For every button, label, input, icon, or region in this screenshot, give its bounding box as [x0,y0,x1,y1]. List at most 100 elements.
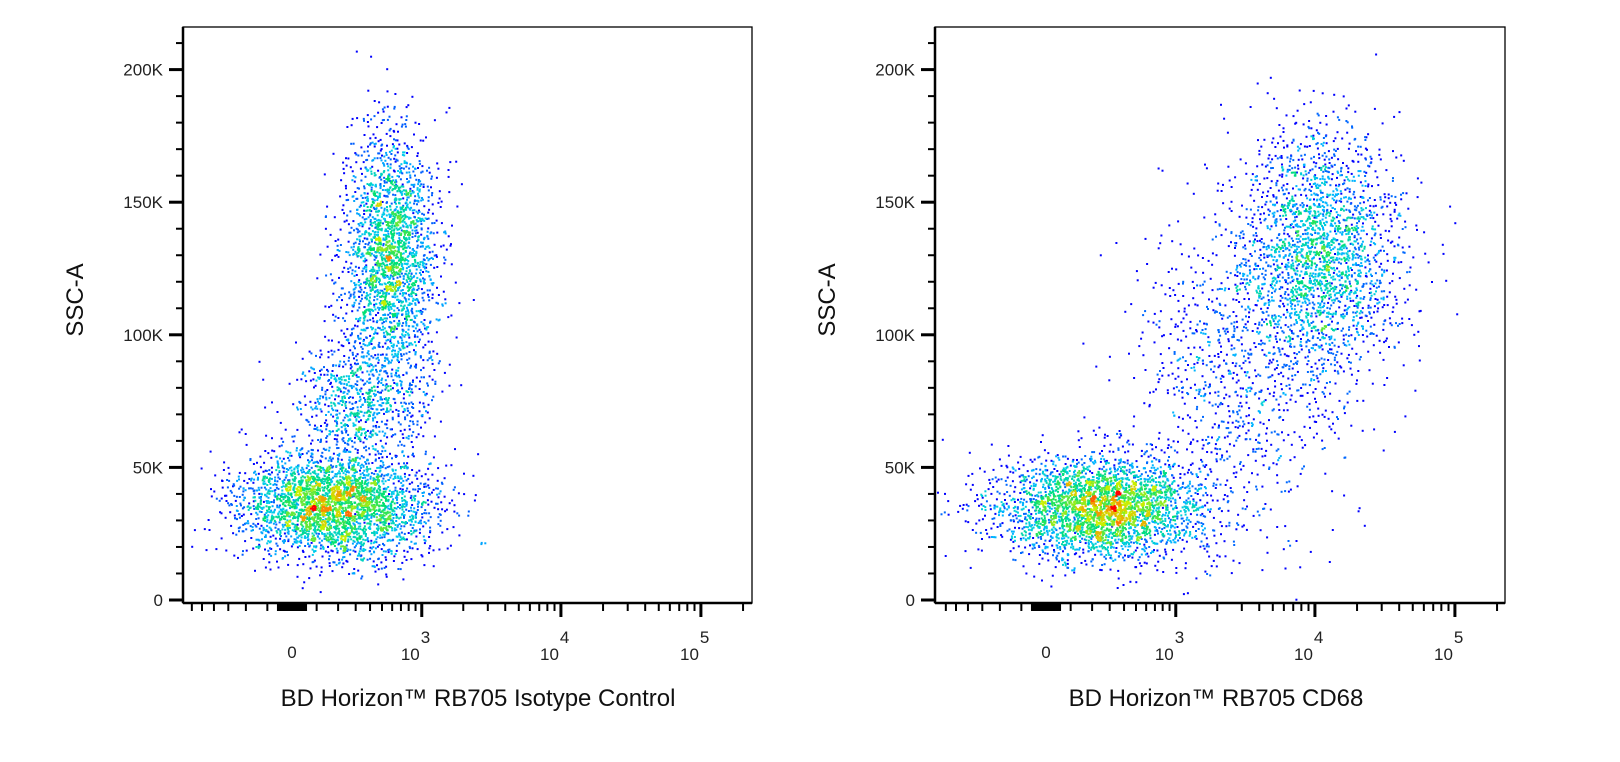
event-dot [258,496,261,499]
x-tick-label: 10 [680,645,699,664]
event-dot [392,284,395,287]
event-dot [372,320,375,323]
event-dot [243,479,246,482]
event-dot [357,246,360,249]
event-dot [297,473,300,476]
event-dot [255,538,258,541]
event-dot [376,482,378,485]
event-dot [305,482,308,484]
event-dot [271,514,274,517]
event-dot [310,442,312,445]
y-tick-label: 50K [133,458,164,477]
event-dot [300,533,303,536]
event-dot [372,266,374,269]
event-dot [393,305,396,308]
event-dot [233,514,236,517]
event-dot [393,382,396,384]
event-dot [400,259,403,262]
event-dot [394,154,397,157]
event-dot [419,331,422,334]
event-dot [425,485,428,488]
event-dot [375,321,378,324]
event-dot [434,380,437,383]
event-dot [373,565,376,568]
event-dot [389,408,392,411]
event-dot [448,363,451,366]
event-dot [366,514,369,517]
event-dot [295,449,298,452]
event-dot [276,506,279,509]
event-dot [314,424,316,427]
event-dot [296,546,299,549]
event-dot [344,486,346,489]
event-dot [394,296,397,299]
event-dot [321,539,323,542]
event-dot [386,162,389,165]
event-dot [421,516,424,519]
event-dot [382,271,385,274]
event-dot [427,296,430,298]
event-dot [345,251,348,253]
event-dot [379,187,382,190]
event-dot [284,518,287,521]
event-dot [362,487,365,490]
event-dot [380,521,383,524]
event-dot [366,169,369,172]
event-dot [303,536,306,539]
event-dot [303,487,306,490]
event-dot [348,377,350,380]
event-dot [384,195,387,198]
event-dot [361,549,364,552]
event-dot [419,519,422,522]
event-dot [420,426,422,429]
event-dot [340,306,342,309]
event-dot [391,457,393,460]
event-dot [221,480,224,482]
event-dot [352,539,355,542]
event-dot [386,274,389,277]
event-dot [314,401,317,404]
event-dot [377,210,380,213]
event-dot [311,532,314,535]
event-dot [336,549,339,552]
event-dot [362,356,365,359]
event-dot [406,144,409,147]
event-dot [410,415,413,418]
event-dot [363,192,366,195]
event-dot [376,390,379,393]
event-dot [419,245,422,248]
event-dot [285,509,288,512]
event-dot [380,382,383,384]
event-dot [348,397,350,399]
event-dot [401,308,404,311]
event-dot [310,466,313,469]
event-dot [395,183,398,186]
event-dot [294,483,297,486]
event-dot [369,220,372,223]
event-dot [394,454,397,457]
event-dot [413,209,416,212]
event-dot [278,521,281,524]
event-dot [379,221,382,224]
event-dot [244,540,247,543]
event-dot [363,312,366,315]
event-dot [321,486,324,489]
event-dot [347,548,350,551]
event-dot [413,499,416,502]
event-dot [367,243,370,246]
event-dot [398,143,401,146]
event-dot [408,216,411,219]
event-dot [381,402,384,405]
event-dot [429,529,432,532]
event-dot [412,185,415,188]
event-dot [416,289,419,291]
event-dot [362,490,365,493]
event-dot [415,471,418,474]
event-dot [391,330,394,333]
event-dot [405,259,407,261]
event-dot [396,159,399,162]
event-dot [417,340,420,343]
event-dot [378,346,381,348]
event-dot [460,384,463,387]
event-dot [364,445,367,448]
